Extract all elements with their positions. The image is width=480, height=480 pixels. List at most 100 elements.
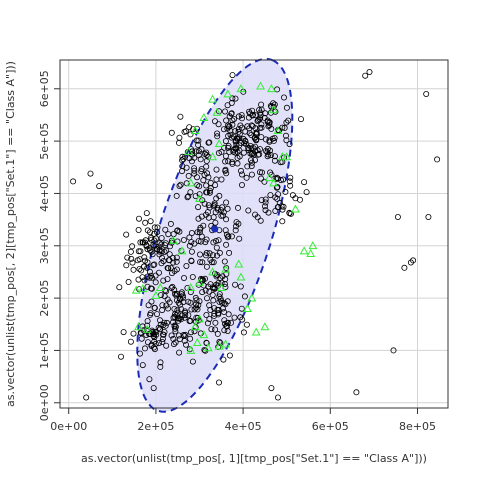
data-point	[194, 229, 201, 236]
data-point	[271, 157, 278, 164]
data-point	[197, 259, 204, 266]
data-point	[235, 113, 242, 120]
data-point	[222, 227, 229, 234]
data-point	[144, 259, 151, 266]
data-point	[286, 178, 293, 185]
data-point	[248, 171, 255, 178]
data-point	[220, 126, 227, 133]
data-point	[206, 302, 213, 309]
y-tick-label: 2e+05	[38, 280, 51, 317]
data-point	[196, 229, 203, 236]
x-axis-label: as.vector(unlist(tmp_pos[, 1][tmp_pos["S…	[81, 452, 427, 465]
data-point	[185, 193, 192, 200]
data-point	[215, 149, 222, 156]
data-point	[196, 191, 203, 198]
data-point	[220, 212, 227, 219]
data-point	[238, 305, 245, 312]
data-point	[150, 242, 157, 249]
data-point	[174, 227, 181, 234]
data-point	[266, 120, 273, 127]
data-point	[150, 262, 157, 269]
data-point	[176, 228, 183, 235]
data-point	[167, 264, 174, 271]
data-point	[177, 181, 184, 188]
data-point	[160, 277, 167, 284]
data-point	[221, 280, 228, 287]
green-triangle-point	[199, 112, 209, 121]
data-point	[197, 238, 204, 245]
data-point	[139, 239, 146, 246]
data-point	[264, 153, 271, 160]
data-point	[232, 149, 239, 156]
green-triangle-point	[277, 152, 287, 161]
data-point	[223, 117, 230, 124]
data-point	[150, 344, 157, 351]
green-triangle-point	[214, 341, 224, 350]
data-point	[264, 118, 271, 125]
data-point	[213, 252, 220, 259]
data-point	[205, 174, 212, 181]
green-triangle-point	[134, 322, 143, 331]
data-point	[200, 177, 207, 184]
data-point	[211, 312, 218, 319]
data-point	[129, 259, 136, 266]
data-point	[163, 342, 170, 349]
data-point	[153, 311, 160, 318]
green-triangle-point	[192, 337, 202, 346]
green-triangle-point	[186, 345, 196, 354]
data-point	[219, 204, 226, 211]
data-point	[189, 273, 196, 280]
data-point	[192, 193, 199, 200]
data-point	[223, 270, 230, 277]
data-point	[247, 150, 254, 157]
data-point	[170, 259, 177, 266]
data-point	[196, 251, 203, 258]
green-triangle-point	[199, 330, 209, 339]
data-point	[157, 321, 164, 328]
data-point	[252, 125, 259, 132]
green-triangle-point	[269, 178, 279, 187]
data-point	[177, 295, 184, 302]
data-point	[212, 209, 219, 216]
data-point	[205, 202, 212, 209]
data-point	[141, 277, 148, 284]
x-tick-label: 0e+00	[50, 420, 87, 433]
data-point	[186, 242, 193, 249]
data-point	[179, 294, 186, 301]
data-point	[280, 176, 287, 183]
data-point	[70, 178, 77, 185]
data-point	[182, 308, 189, 315]
green-triangle-point	[221, 339, 231, 348]
data-point	[151, 261, 158, 268]
data-point	[236, 235, 243, 242]
green-triangle-point	[190, 322, 200, 331]
data-point	[216, 192, 223, 199]
data-point	[144, 227, 151, 234]
data-point	[203, 311, 210, 318]
data-point	[217, 295, 224, 302]
data-point	[214, 306, 221, 313]
data-point	[186, 318, 193, 325]
data-point	[183, 128, 190, 135]
data-point	[237, 283, 244, 290]
data-point	[262, 207, 269, 214]
data-point	[201, 150, 208, 157]
data-point	[229, 121, 236, 128]
data-point	[211, 200, 218, 207]
green-triangle-point	[308, 241, 318, 250]
data-point	[215, 121, 222, 128]
data-point	[238, 181, 245, 188]
data-point	[245, 207, 252, 214]
data-point	[169, 283, 176, 290]
x-tick-label: 8e+05	[399, 420, 436, 433]
data-point	[187, 335, 194, 342]
data-point	[212, 319, 219, 326]
data-point	[124, 254, 131, 261]
data-point	[195, 141, 202, 148]
data-point	[287, 174, 294, 181]
data-point	[176, 349, 183, 356]
data-point	[144, 283, 151, 290]
data-point	[135, 215, 142, 222]
data-point	[261, 203, 268, 210]
data-point	[245, 144, 252, 151]
